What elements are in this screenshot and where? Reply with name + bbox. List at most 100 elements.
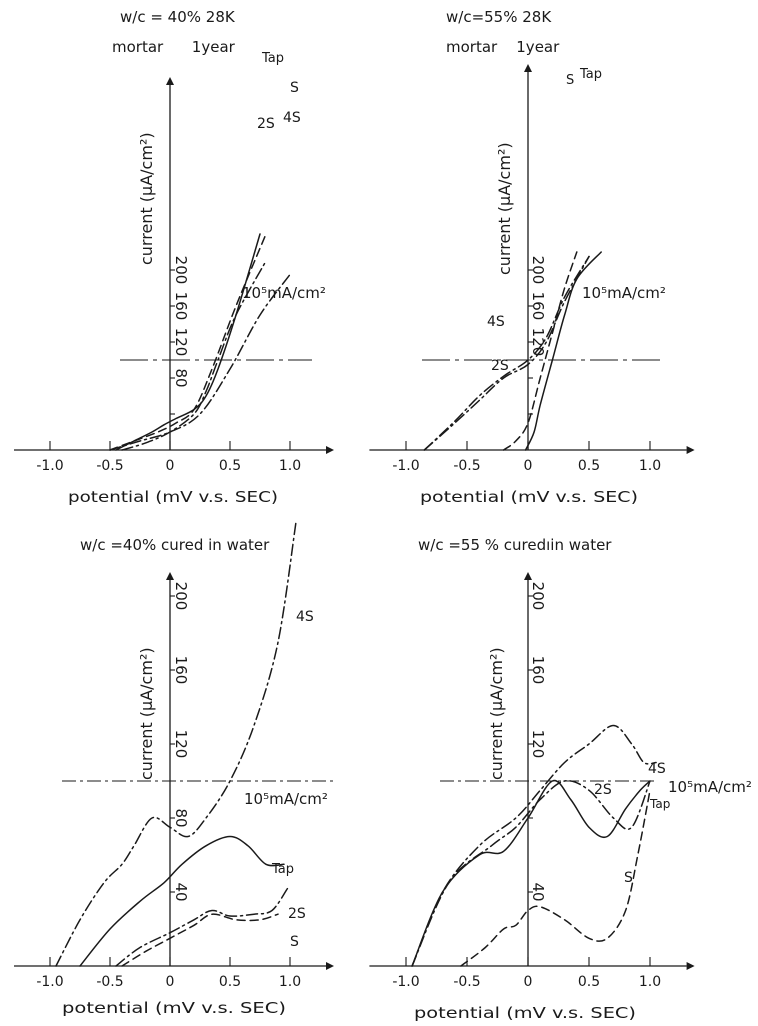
panel-1-series-2s: [109, 233, 267, 451]
panel-2-x-arrow-icon: [686, 446, 695, 454]
panel-3-x-arrow-icon: [326, 962, 334, 970]
panel-1-x-tick-label: 0.5: [219, 458, 241, 474]
panel-4-label-tap: Tap: [649, 797, 670, 811]
panel-2-series-4s: [423, 255, 590, 451]
panel-1-x-tick-label: -1.0: [36, 458, 63, 474]
panel-3-reference-label: 10⁵mA/cm²: [244, 790, 328, 808]
panel-3-label-4s: 4S: [296, 609, 314, 625]
panel-2-x-tick-label: -1.0: [392, 458, 419, 474]
panel-4-x-tick-label: -0.5: [453, 974, 480, 990]
panel-3-x-tick-label: 0.5: [219, 974, 241, 990]
panel-2: w/c=55% 28K mortar 1year current (μA/cm²…: [420, 8, 666, 506]
panel-2-label-2s: 2S: [491, 358, 509, 374]
panel-4: w/c =55 % curedıin water current (μA/cm²…: [414, 536, 752, 1022]
panel-4-y-tick-label: 160: [529, 656, 547, 685]
panel-4-plot: -1.0 -0.5 0 0.5 1.0 40 120 160 200: [369, 572, 695, 990]
panel-3-x-tick-label: -0.5: [96, 974, 123, 990]
panel-4-x-tick-label: 0: [524, 974, 533, 990]
panel-1-x-tick-label: 0: [166, 458, 175, 474]
panel-3-y-tick-label: 160: [172, 656, 190, 685]
panel-1-x-tick-label: 1.0: [279, 458, 301, 474]
panel-1-series-s: [121, 260, 267, 451]
panel-1-y-tick-label: 160: [172, 292, 190, 321]
panel-1-reference-label: 10⁵mA/cm²: [242, 284, 326, 302]
panel-1-y-tick-label: 80: [172, 368, 190, 387]
panel-4-series-2s: [411, 779, 651, 967]
panel-3-label-2s: 2S: [288, 906, 306, 922]
panel-3-y-tick-label: 40: [172, 882, 190, 901]
panel-2-title-line2: mortar 1year: [446, 38, 560, 56]
panel-2-x-tick-label: 0: [524, 458, 533, 474]
panel-3-x-axis-label: potential (mV v.s. SEC): [62, 999, 286, 1017]
panel-2-x-tick-label: 0.5: [578, 458, 600, 474]
panel-4-x-tick-label: 1.0: [639, 974, 661, 990]
panel-1-label-2s: 2S: [257, 116, 275, 132]
panel-4-x-arrow-icon: [686, 962, 695, 970]
panel-2-x-tick-label: 1.0: [639, 458, 661, 474]
panel-4-y-tick-label: 200: [529, 582, 547, 611]
panel-2-series-s: [502, 251, 578, 451]
panel-4-y-axis-label: current (μA/cm²): [487, 647, 506, 780]
panel-4-x-tick-label: -1.0: [392, 974, 419, 990]
panel-3-y-arrow-icon: [166, 572, 174, 580]
panel-1-title-line1: w/c = 40% 28K: [120, 8, 236, 26]
panel-1-x-tick-label: -0.5: [96, 458, 123, 474]
panel-3-title: w/c =40% cured in water: [80, 536, 270, 554]
panel-4-y-arrow-icon: [524, 572, 532, 580]
panel-3-x-tick-label: 0: [166, 974, 175, 990]
panel-3-y-axis-label: current (μA/cm²): [137, 647, 156, 780]
panel-2-label-s: S: [566, 73, 574, 88]
panel-3-plot: -1.0 -0.5 0 0.5 1.0 40 80 120 160 200: [14, 521, 335, 990]
panel-3-y-tick-label: 120: [172, 730, 190, 759]
panel-4-reference-label: 10⁵mA/cm²: [668, 778, 752, 796]
panel-3-x-tick-label: -1.0: [36, 974, 63, 990]
panel-2-y-tick-label: 200: [529, 256, 547, 285]
panel-2-label-tap: Tap: [579, 67, 602, 82]
panel-2-y-axis-label: current (μA/cm²): [495, 142, 514, 275]
panel-4-label-2s: 2S: [594, 782, 612, 798]
panel-1-y-arrow-icon: [166, 77, 174, 85]
panel-3-x-tick-label: 1.0: [279, 974, 301, 990]
panel-4-series-tap: [411, 779, 651, 967]
panel-1-series-tap: [115, 233, 261, 451]
panel-2-reference-label: 10⁵mA/cm²: [582, 284, 666, 302]
panel-2-x-tick-label: -0.5: [453, 458, 480, 474]
panel-4-y-tick-label: 40: [529, 882, 547, 901]
panel-2-label-4s: 4S: [487, 314, 505, 330]
panel-3-y-tick-label: 200: [172, 582, 190, 611]
panel-1-x-arrow-icon: [326, 446, 334, 454]
panel-3: w/c =40% cured in water current (μA/cm²)…: [62, 536, 328, 1017]
panel-3-series-2s: [115, 887, 289, 967]
panel-2-y-tick-label: 160: [529, 292, 547, 321]
panel-4-y-tick-label: 120: [529, 730, 547, 759]
panel-3-series-tap: [79, 835, 285, 967]
panel-1-y-tick-label: 200: [172, 256, 190, 285]
panel-4-label-4s: 4S: [648, 761, 666, 777]
panel-1-series-4s: [109, 273, 291, 451]
panel-1-title-line2: mortar 1year: [112, 38, 236, 56]
panel-1-plot: -1.0 -0.5 0 0.5 1.0 80 120 160 200: [14, 77, 334, 474]
panel-2-x-axis-label: potential (mV v.s. SEC): [420, 488, 638, 506]
panel-1-label-tap: Tap: [261, 51, 284, 66]
panel-3-series-s: [121, 913, 279, 967]
panel-3-label-s: S: [290, 934, 299, 950]
panel-1: w/c = 40% 28K mortar 1year current (μA/c…: [68, 8, 326, 506]
panel-1-y-axis-label: current (μA/cm²): [137, 132, 156, 265]
panel-1-label-s: S: [290, 80, 299, 96]
panel-1-label-4s: 4S: [283, 110, 301, 126]
panel-4-series-4s: [411, 724, 657, 967]
panel-4-title: w/c =55 % curedıin water: [418, 536, 612, 554]
panel-1-y-tick-label: 120: [172, 328, 190, 357]
panel-2-title-line1: w/c=55% 28K: [446, 8, 552, 26]
panel-4-x-tick-label: 0.5: [578, 974, 600, 990]
panel-4-label-s: S: [624, 870, 633, 886]
panel-4-series-s: [460, 789, 651, 967]
panel-2-y-arrow-icon: [524, 64, 532, 72]
panel-3-y-tick-label: 80: [172, 808, 190, 827]
panel-1-x-axis-label: potential (mV v.s. SEC): [68, 488, 278, 506]
panel-4-x-axis-label: potential (mV v.s. SEC): [414, 1004, 636, 1022]
panel-3-series-4s: [55, 521, 297, 967]
panel-2-series-2s: [423, 255, 590, 451]
